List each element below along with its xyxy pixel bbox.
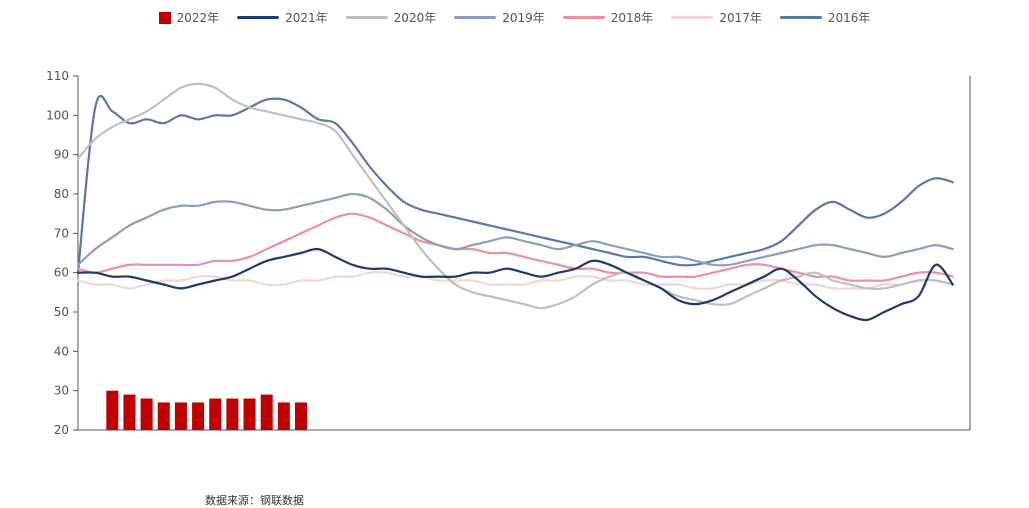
bar-2022 [243, 398, 256, 430]
legend-item[interactable]: 2017年 [671, 9, 762, 26]
bar-2022 [209, 398, 222, 430]
legend-swatch [345, 16, 388, 19]
y-tick-label: 90 [54, 148, 69, 162]
y-tick-label: 70 [54, 226, 69, 240]
legend-label: 2021年 [285, 11, 328, 25]
legend-label: 2016年 [827, 11, 871, 25]
y-tick-label: 60 [54, 266, 69, 280]
y-tick-label: 110 [46, 69, 69, 83]
legend-swatch [237, 16, 280, 19]
bar-2022 [192, 402, 205, 430]
legend-item[interactable]: 2021年 [237, 9, 328, 26]
legend-swatch [779, 16, 822, 19]
bar-2022 [123, 394, 136, 430]
y-tick-label: 100 [46, 108, 69, 122]
bar-2022 [140, 398, 153, 430]
y-tick-label: 20 [54, 423, 69, 437]
legend-label: 2018年 [610, 11, 654, 25]
bar-2022 [260, 394, 273, 430]
bar-2022 [277, 402, 290, 430]
legend-label: 2020年 [393, 11, 437, 25]
legend-label: 2017年 [719, 11, 762, 25]
y-tick-label: 40 [54, 344, 69, 358]
legend-swatch [454, 16, 497, 19]
legend-item[interactable]: 2016年 [779, 9, 871, 26]
legend-swatch [562, 16, 605, 19]
bar-2022 [174, 402, 187, 430]
bar-2022 [294, 402, 308, 430]
legend-label: 2019年 [502, 11, 545, 25]
y-tick-label: 30 [54, 384, 69, 398]
source-note: 数据来源：钢联数据 [205, 494, 304, 507]
series-line-2021 [76, 247, 954, 322]
legend-label: 2022年 [176, 11, 220, 25]
series-line-2020 [76, 82, 954, 310]
legend-item[interactable]: 2018年 [562, 9, 654, 26]
legend-item[interactable]: 2019年 [454, 9, 545, 26]
bar-2022 [226, 398, 239, 430]
y-tick-label: 50 [54, 305, 69, 319]
chart-legend: 2022年 2021年 2020年 2019年 2018年 2017年 2016年 [0, 9, 1029, 26]
bar-2022 [157, 402, 170, 430]
legend-item[interactable]: 2022年 [158, 9, 220, 26]
legend-item[interactable]: 2020年 [345, 9, 437, 26]
legend-swatch [158, 11, 171, 24]
y-tick-label: 80 [54, 187, 69, 201]
legend-swatch [671, 16, 714, 19]
bar-2022 [106, 390, 119, 430]
series-line-2016 [76, 95, 954, 274]
series-line-2019 [76, 192, 954, 267]
